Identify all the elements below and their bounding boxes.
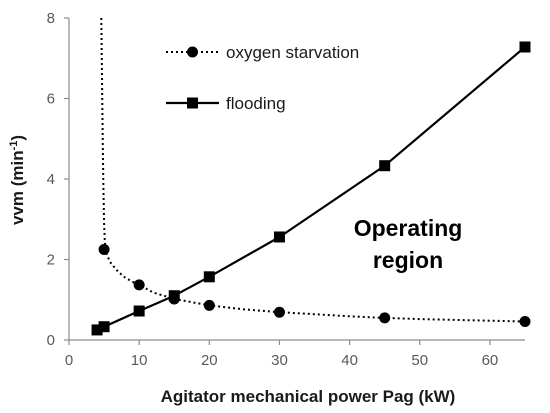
series-line-flooding	[96, 46, 526, 331]
legend-label-oxygen-starvation: oxygen starvation	[226, 43, 359, 62]
point-oxygen-starvation-0	[98, 243, 110, 255]
y-axis-title-close: )	[8, 135, 27, 141]
point-flooding-3	[168, 290, 180, 302]
x-tick-label-60: 60	[482, 352, 499, 369]
y-tick-label-2: 2	[47, 252, 55, 269]
point-flooding-1	[98, 321, 110, 333]
point-flooding-2	[133, 305, 145, 317]
legend-label-flooding: flooding	[226, 94, 286, 113]
x-axis-title: Agitator mechanical power Pag (kW)	[161, 387, 456, 406]
y-tick-label-8: 8	[47, 10, 55, 27]
legend-marker-oxygen-starvation	[187, 46, 198, 58]
series-line-oxygen-starvation	[100, 17, 526, 323]
annotation-line-2: region	[373, 247, 443, 273]
y-tick-label-6: 6	[47, 91, 55, 108]
annotation-line-1: Operating	[354, 215, 463, 241]
y-axis-title-sup: -1	[8, 141, 20, 151]
point-flooding-4	[203, 271, 215, 283]
y-tick-label-4: 4	[47, 171, 55, 188]
legend-marker-flooding	[187, 97, 198, 109]
point-oxygen-starvation-6	[519, 315, 531, 327]
x-tick-label-0: 0	[65, 352, 73, 369]
point-oxygen-starvation-4	[273, 306, 285, 318]
point-flooding-7	[519, 41, 531, 53]
point-oxygen-starvation-5	[379, 312, 391, 324]
x-tick-label-20: 20	[201, 352, 218, 369]
point-flooding-0	[91, 324, 103, 336]
y-axis-title-main: vvm (min	[8, 150, 27, 225]
y-axis-title: vvm (min-1)	[8, 135, 27, 225]
x-tick-label-10: 10	[131, 352, 148, 369]
x-tick-label-40: 40	[341, 352, 358, 369]
point-oxygen-starvation-1	[133, 279, 145, 291]
x-tick-label-50: 50	[411, 352, 428, 369]
point-oxygen-starvation-3	[203, 299, 215, 311]
operating-region-annotation: Operating region	[354, 215, 463, 273]
point-flooding-6	[379, 160, 391, 172]
point-flooding-5	[273, 231, 285, 243]
y-tick-label-0: 0	[47, 332, 55, 349]
legend: oxygen starvation flooding	[166, 43, 359, 113]
x-tick-label-30: 30	[271, 352, 288, 369]
plot-area: 0 10 20 30 40 50 60 0 2 4 6 8	[47, 10, 531, 369]
